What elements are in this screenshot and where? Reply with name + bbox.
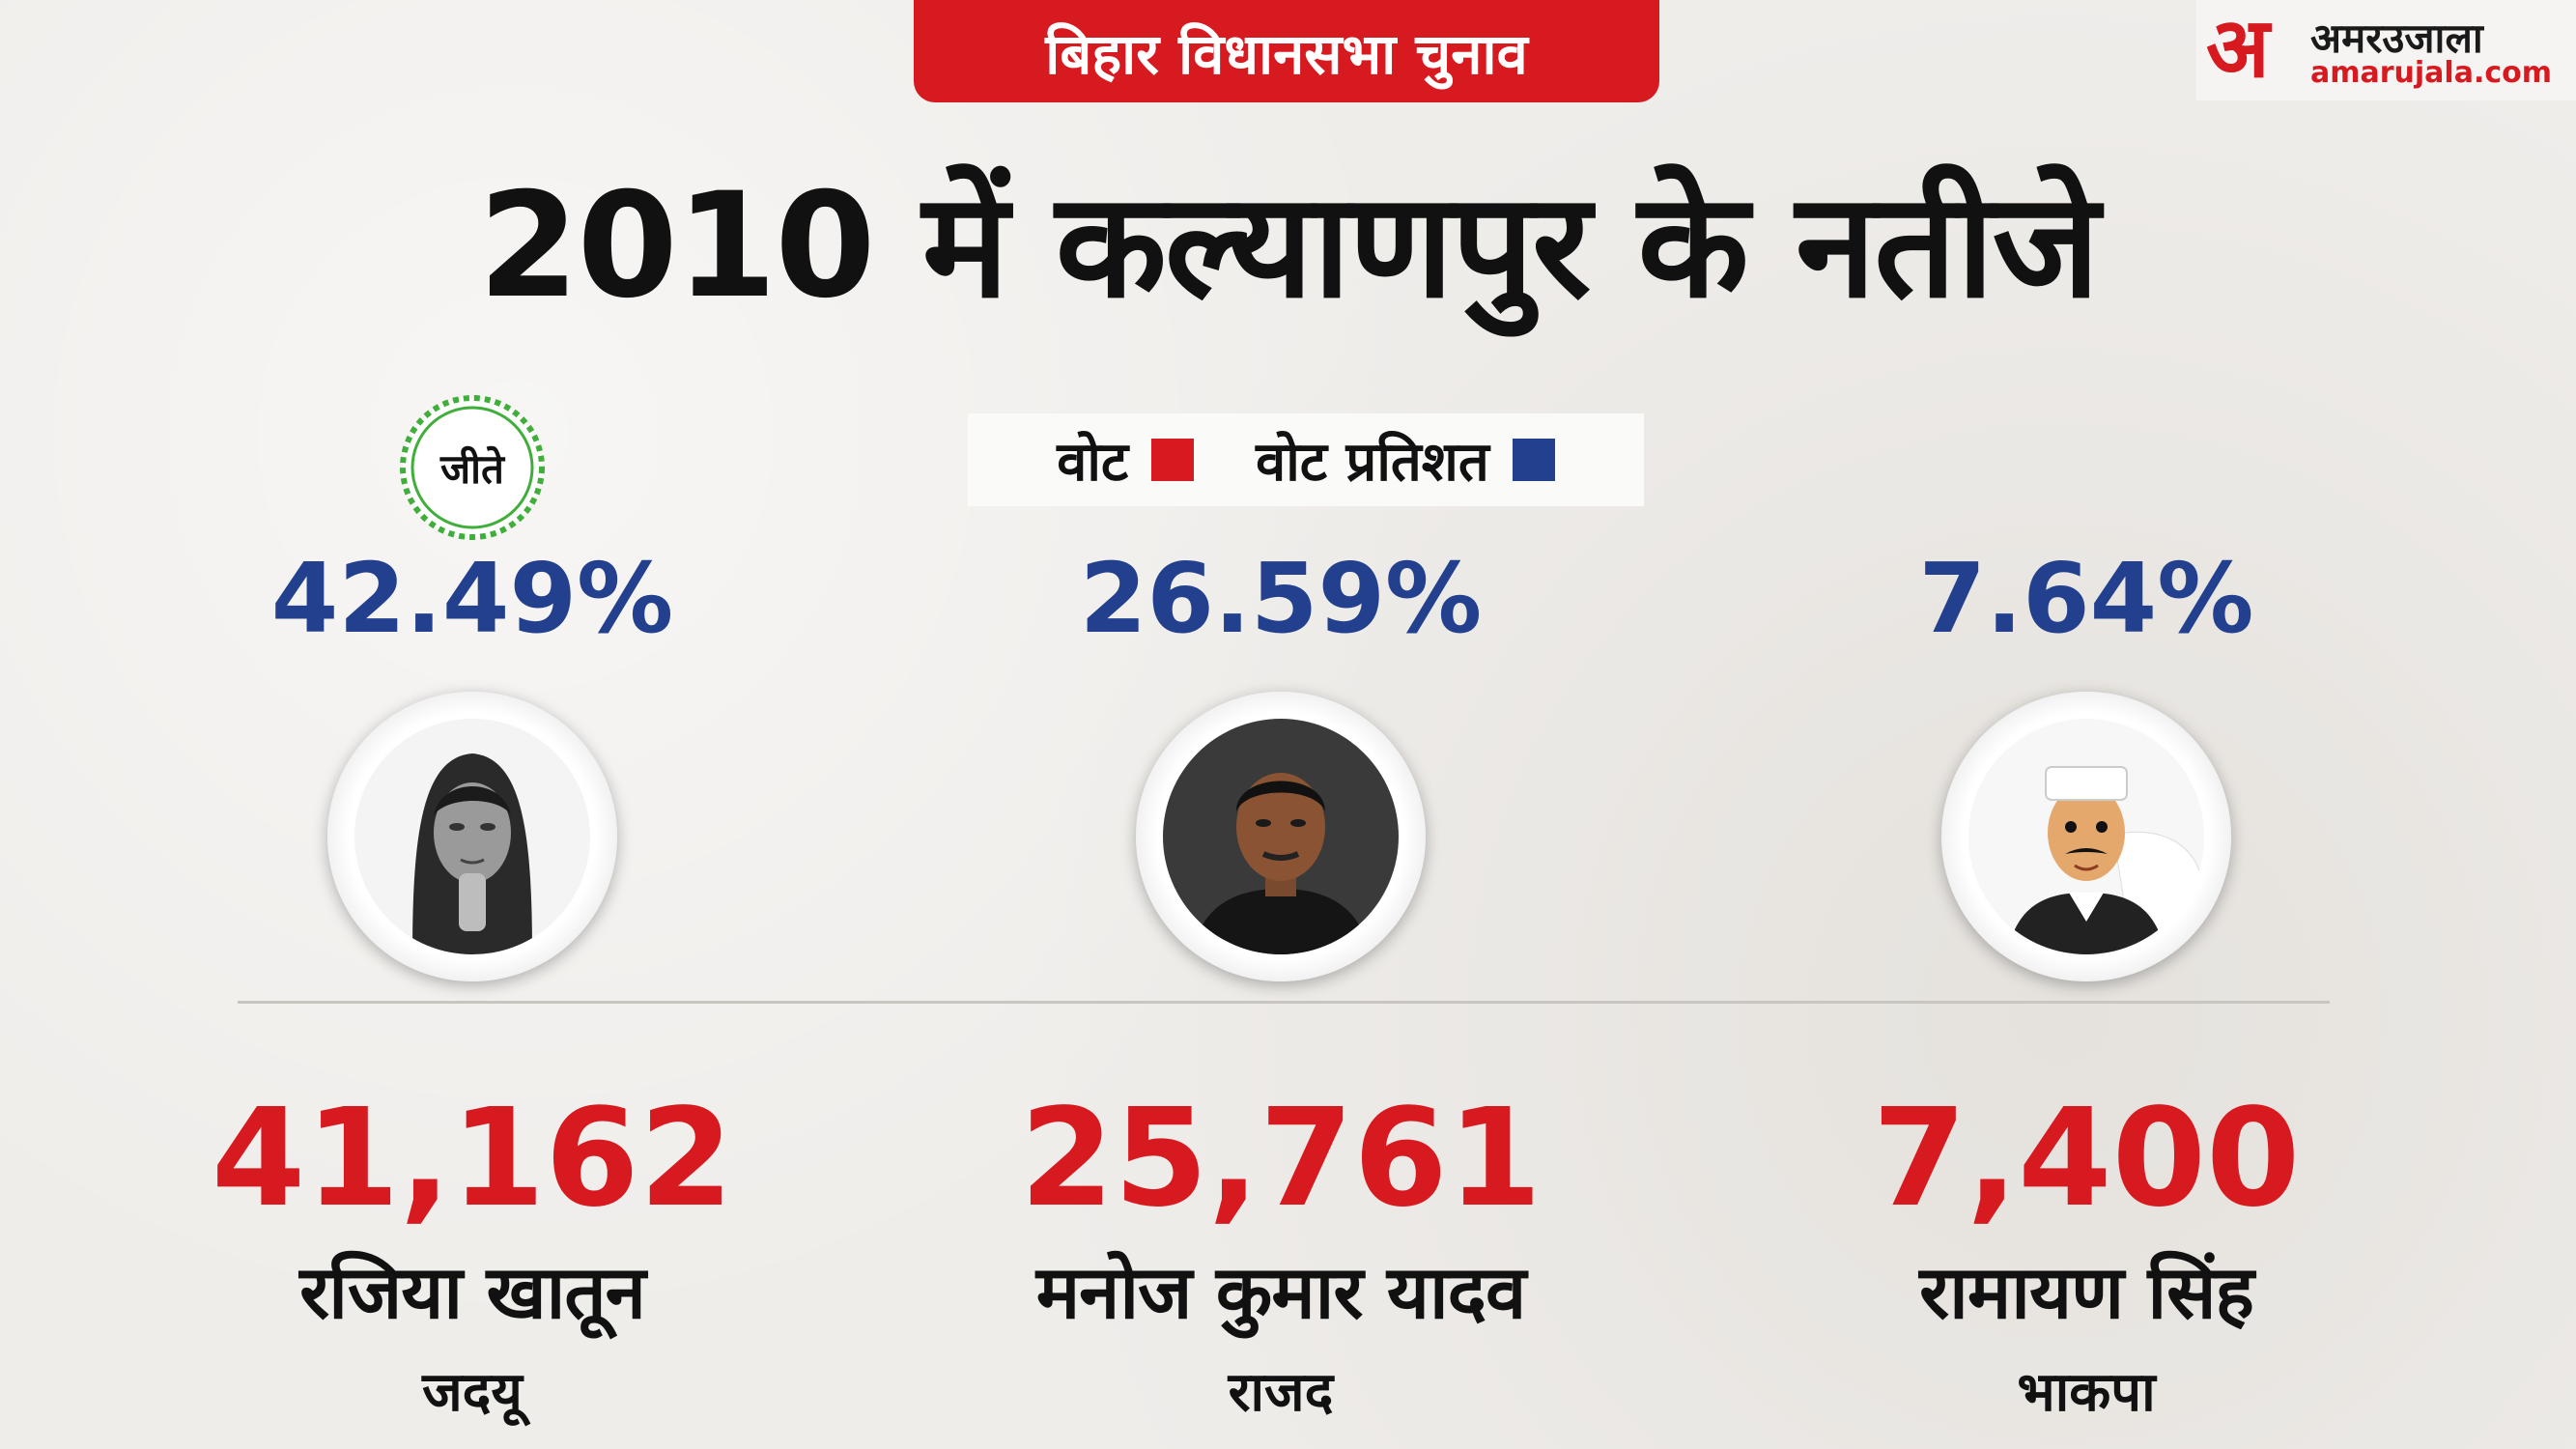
candidate-avatar	[327, 692, 617, 981]
candidate-card-3: 7.64% 7,400 रामायण सिंह भाकपा	[1748, 541, 2424, 1432]
candidate-vote-percent: 26.59%	[1079, 542, 1483, 655]
logo-name: अमरउजाला	[2310, 14, 2483, 62]
divider-line	[238, 1001, 2330, 1004]
male-candidate-photo	[1163, 719, 1399, 954]
badge-seal-icon	[400, 395, 545, 540]
candidate-name: मनोज कुमार यादव	[1035, 1249, 1527, 1335]
winner-stamp-label: जीते	[440, 444, 504, 493]
candidate-avatar	[1941, 692, 2231, 981]
winner-stamp: जीते	[396, 391, 549, 544]
candidate-votes: 7,400	[1872, 1080, 2301, 1237]
candidate-vote-percent: 7.64%	[1918, 542, 2254, 655]
legend-votes-label: वोट	[1057, 431, 1129, 494]
legend-percent-label: वोट प्रतिशत	[1256, 431, 1489, 494]
candidate-party: जदयू	[422, 1361, 523, 1424]
page-title: 2010 में कल्याणपुर के नतीजे	[478, 162, 2100, 330]
female-candidate-photo	[354, 719, 590, 954]
election-badge: बिहार विधानसभा चुनाव	[914, 0, 1659, 102]
logo-mark: अ	[2206, 0, 2270, 97]
candidate-name: रामायण सिंह	[1919, 1249, 2254, 1335]
candidate-party: भाकपा	[2017, 1361, 2156, 1424]
candidate-party: राजद	[1228, 1361, 1334, 1424]
candidate-votes: 25,761	[1019, 1080, 1543, 1237]
logo-url: amarujala.com	[2310, 56, 2553, 90]
candidate-card-2: 26.59% 25,761 मनोज कुमार यादव राजद	[943, 541, 1619, 1432]
legend-votes-swatch	[1151, 439, 1195, 481]
legend: वोट वोट प्रतिशत	[968, 413, 1644, 506]
candidate-card-1: 42.49% 41,162 रजिया खातून जदयू	[134, 541, 810, 1432]
candidate-votes: 41,162	[211, 1080, 734, 1237]
amarujala-logo[interactable]: अ अमरउजाला amarujala.com	[2196, 0, 2576, 100]
cartoon-politician-illustration	[1968, 719, 2204, 954]
candidate-name: रजिया खातून	[299, 1249, 646, 1335]
legend-percent-swatch	[1512, 439, 1555, 481]
candidate-avatar	[1136, 692, 1426, 981]
candidate-vote-percent: 42.49%	[270, 542, 674, 655]
